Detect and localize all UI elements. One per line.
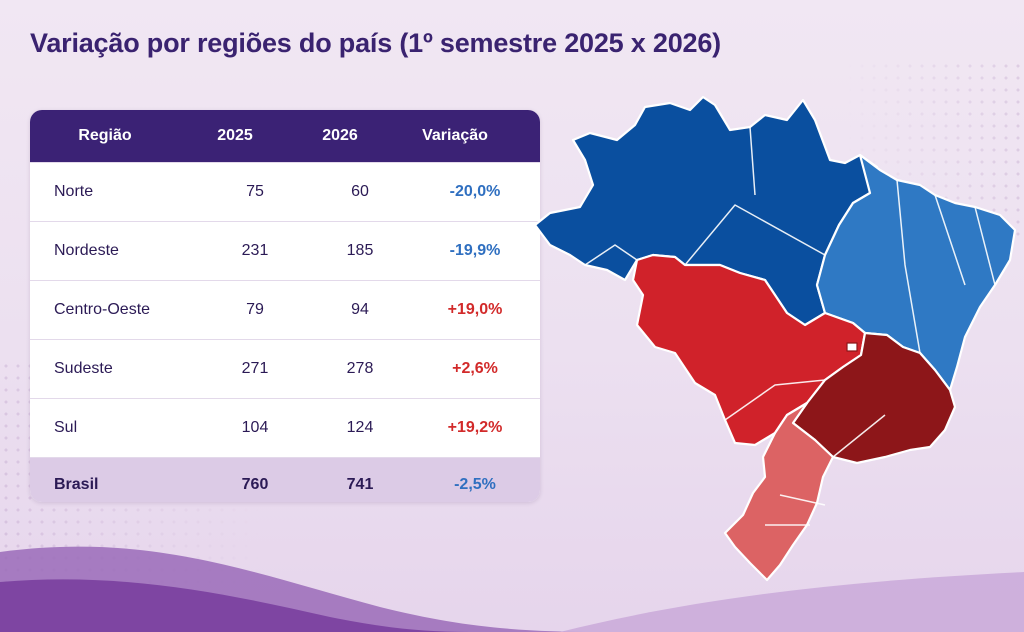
cell-2025: 271 [241, 360, 269, 377]
header-variation: Variação [422, 127, 488, 144]
cell-region: Sudeste [54, 360, 113, 377]
decorative-wave [0, 546, 1024, 632]
cell-2025: 75 [246, 183, 264, 200]
cell-2025: 79 [246, 301, 264, 318]
cell-2026: 278 [346, 360, 374, 377]
table-row: Sul 104 124 +19,2% [30, 398, 540, 457]
brazil-regions-map [533, 95, 1017, 582]
table-row: Sudeste 271 278 +2,6% [30, 339, 540, 398]
header-2025: 2025 [217, 127, 253, 144]
cell-variation: -19,9% [449, 242, 501, 259]
cell-2026-total: 741 [346, 476, 374, 493]
cell-region: Sul [54, 419, 78, 436]
regions-table: Região 2025 2026 Variação Norte 75 60 -2… [30, 110, 540, 502]
map-region-sul [723, 401, 835, 582]
cell-region: Norte [54, 183, 94, 200]
header-region: Região [78, 127, 132, 144]
table-row: Norte 75 60 -20,0% [30, 162, 540, 221]
cell-variation: +19,2% [447, 419, 503, 436]
cell-2025: 231 [241, 242, 269, 259]
cell-region: Nordeste [54, 242, 119, 259]
table-row: Nordeste 231 185 -19,9% [30, 221, 540, 280]
cell-variation-total: -2,5% [454, 476, 496, 493]
map-federal-district [846, 342, 858, 352]
cell-variation: -20,0% [449, 183, 501, 200]
header-2026: 2026 [322, 127, 358, 144]
map-region-nordeste [815, 153, 1017, 392]
cell-2026: 124 [346, 419, 374, 436]
cell-2026: 185 [346, 242, 374, 259]
cell-variation: +19,0% [447, 301, 503, 318]
cell-2025: 104 [241, 419, 269, 436]
map-region-sudeste [791, 331, 957, 465]
cell-region: Centro-Oeste [54, 301, 151, 318]
page-title: Variação por regiões do país (1º semestr… [30, 28, 721, 58]
table-row: Centro-Oeste 79 94 +19,0% [30, 280, 540, 339]
cell-2026: 60 [351, 183, 369, 200]
cell-2026: 94 [351, 301, 369, 318]
table-header: Região 2025 2026 Variação [30, 110, 540, 162]
table-total-row: Brasil 760 741 -2,5% [30, 457, 540, 502]
cell-variation: +2,6% [452, 360, 498, 377]
cell-2025-total: 760 [241, 476, 269, 493]
cell-region-total: Brasil [54, 476, 99, 493]
